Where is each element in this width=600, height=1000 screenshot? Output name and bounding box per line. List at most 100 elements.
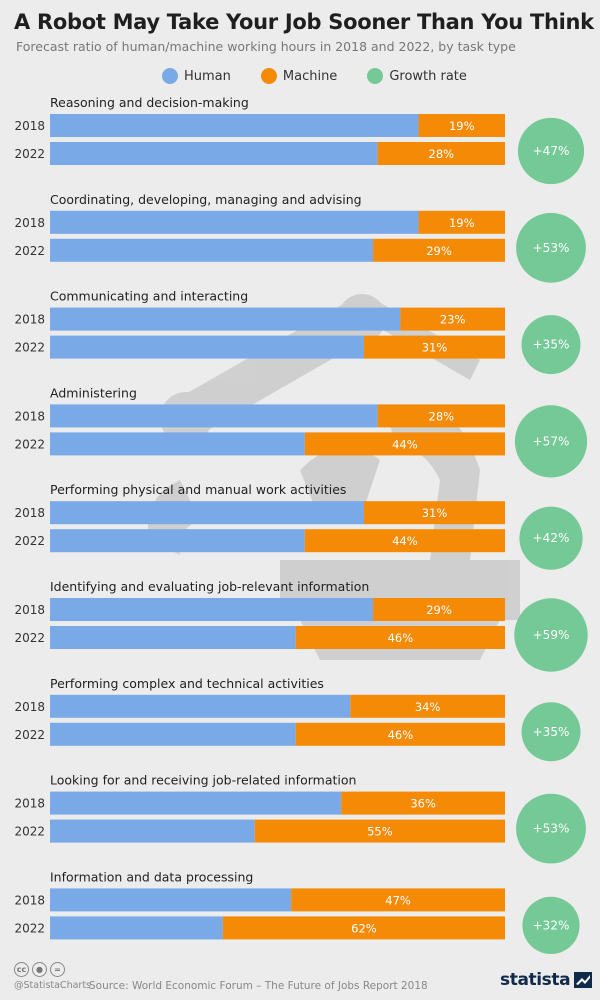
growth-label: +57% [533, 434, 570, 448]
human-bar [50, 501, 364, 525]
year-label: 2022 [14, 921, 45, 935]
machine-bar [295, 626, 505, 649]
legend-item-machine: Machine [260, 68, 338, 84]
human-bar [50, 238, 374, 262]
growth-bubble [521, 315, 581, 375]
human-bar [50, 307, 401, 331]
machine-value-label: 19% [449, 119, 475, 133]
human-bar [50, 722, 296, 746]
machine-value-label: 36% [410, 797, 436, 811]
growth-label: +53% [533, 241, 570, 255]
legend-swatch-growth [367, 68, 384, 84]
task-label: Coordinating, developing, managing and a… [50, 192, 362, 207]
year-label: 2018 [14, 700, 45, 714]
machine-bar [350, 694, 505, 718]
cc-icon: cc [14, 962, 29, 977]
nd-icon: = [50, 962, 65, 977]
machine-bar [304, 529, 505, 553]
machine-bar [363, 501, 505, 525]
legend-label-human: Human [184, 68, 231, 84]
growth-label: +53% [533, 822, 570, 836]
machine-bar [373, 598, 505, 621]
human-bar [50, 335, 364, 359]
year-label: 2022 [14, 631, 45, 645]
year-label: 2018 [14, 216, 45, 230]
growth-label: +35% [533, 338, 570, 352]
machine-bar [363, 335, 505, 359]
machine-value-label: 29% [426, 603, 452, 617]
growth-label: +35% [533, 725, 570, 739]
year-label: 2022 [14, 147, 45, 161]
growth-bubble [516, 793, 586, 864]
growth-bubble [516, 212, 586, 283]
machine-value-label: 23% [440, 313, 466, 327]
legend-label-growth: Growth rate [389, 68, 467, 84]
machine-value-label: 19% [449, 216, 475, 230]
human-bar [50, 626, 296, 649]
machine-value-label: 34% [415, 700, 441, 714]
human-bar [50, 432, 305, 456]
human-bar [50, 210, 419, 234]
task-label: Administering [50, 385, 137, 400]
machine-value-label: 31% [422, 341, 448, 355]
year-label: 2022 [14, 534, 45, 548]
legend-label-machine: Machine [282, 68, 338, 84]
task-label: Performing physical and manual work acti… [50, 482, 346, 497]
machine-value-label: 55% [367, 825, 393, 839]
machine-value-label: 44% [392, 437, 418, 451]
human-bar [50, 404, 378, 428]
growth-bubble [519, 506, 583, 570]
year-label: 2022 [14, 341, 45, 355]
brand-name: statista [500, 970, 571, 990]
chart-subtitle: Forecast ratio of human/machine working … [16, 39, 516, 54]
year-label: 2022 [14, 825, 45, 839]
task-label: Reasoning and decision-making [50, 95, 249, 110]
machine-bar [341, 791, 505, 815]
license-icons: cc ● = [14, 962, 68, 977]
chart-canvas: Reasoning and decision-making 2018 19% 2022… [14, 95, 588, 955]
growth-bubble [514, 598, 588, 672]
machine-value-label: 44% [392, 534, 418, 548]
legend-item-growth: Growth rate [367, 68, 467, 84]
machine-value-label: 46% [388, 728, 414, 742]
task-label: Performing complex and technical activit… [50, 676, 324, 691]
task-label: Communicating and interacting [50, 289, 248, 304]
human-bar [50, 888, 292, 912]
machine-bar [377, 142, 505, 165]
year-label: 2022 [14, 437, 45, 451]
machine-value-label: 28% [429, 147, 455, 161]
statista-logo: statista [500, 970, 593, 990]
task-label: Identifying and evaluating job-relevant … [50, 579, 369, 594]
growth-bubble [521, 702, 581, 762]
task-label: Looking for and receiving job-related in… [50, 773, 356, 788]
year-label: 2018 [14, 409, 45, 423]
machine-bar [400, 307, 505, 331]
growth-bubble [514, 405, 588, 478]
machine-value-label: 28% [429, 409, 455, 423]
source-note: Source: World Economic Forum – The Futur… [89, 980, 428, 992]
chart-title: A Robot May Take Your Job Sooner Than Yo… [14, 10, 594, 34]
human-bar [50, 694, 351, 718]
machine-bar [373, 238, 505, 262]
human-bar [50, 791, 342, 815]
human-bar [50, 598, 374, 621]
human-bar [50, 114, 419, 137]
year-label: 2022 [14, 244, 45, 258]
year-label: 2018 [14, 797, 45, 811]
year-label: 2022 [14, 728, 45, 742]
machine-value-label: 62% [351, 921, 377, 935]
human-bar [50, 819, 255, 843]
human-bar [50, 916, 223, 940]
year-label: 2018 [14, 119, 45, 133]
legend: Human Machine Growth rate [162, 66, 497, 86]
growth-label: +47% [533, 144, 570, 158]
machine-value-label: 46% [388, 631, 414, 645]
human-bar [50, 529, 305, 553]
year-label: 2018 [14, 506, 45, 520]
task-label: Information and data processing [50, 869, 253, 884]
growth-label: +59% [533, 628, 570, 642]
legend-swatch-human [162, 68, 178, 84]
machine-bar [254, 819, 505, 843]
machine-bar [304, 432, 505, 456]
growth-label: +32% [533, 918, 570, 932]
